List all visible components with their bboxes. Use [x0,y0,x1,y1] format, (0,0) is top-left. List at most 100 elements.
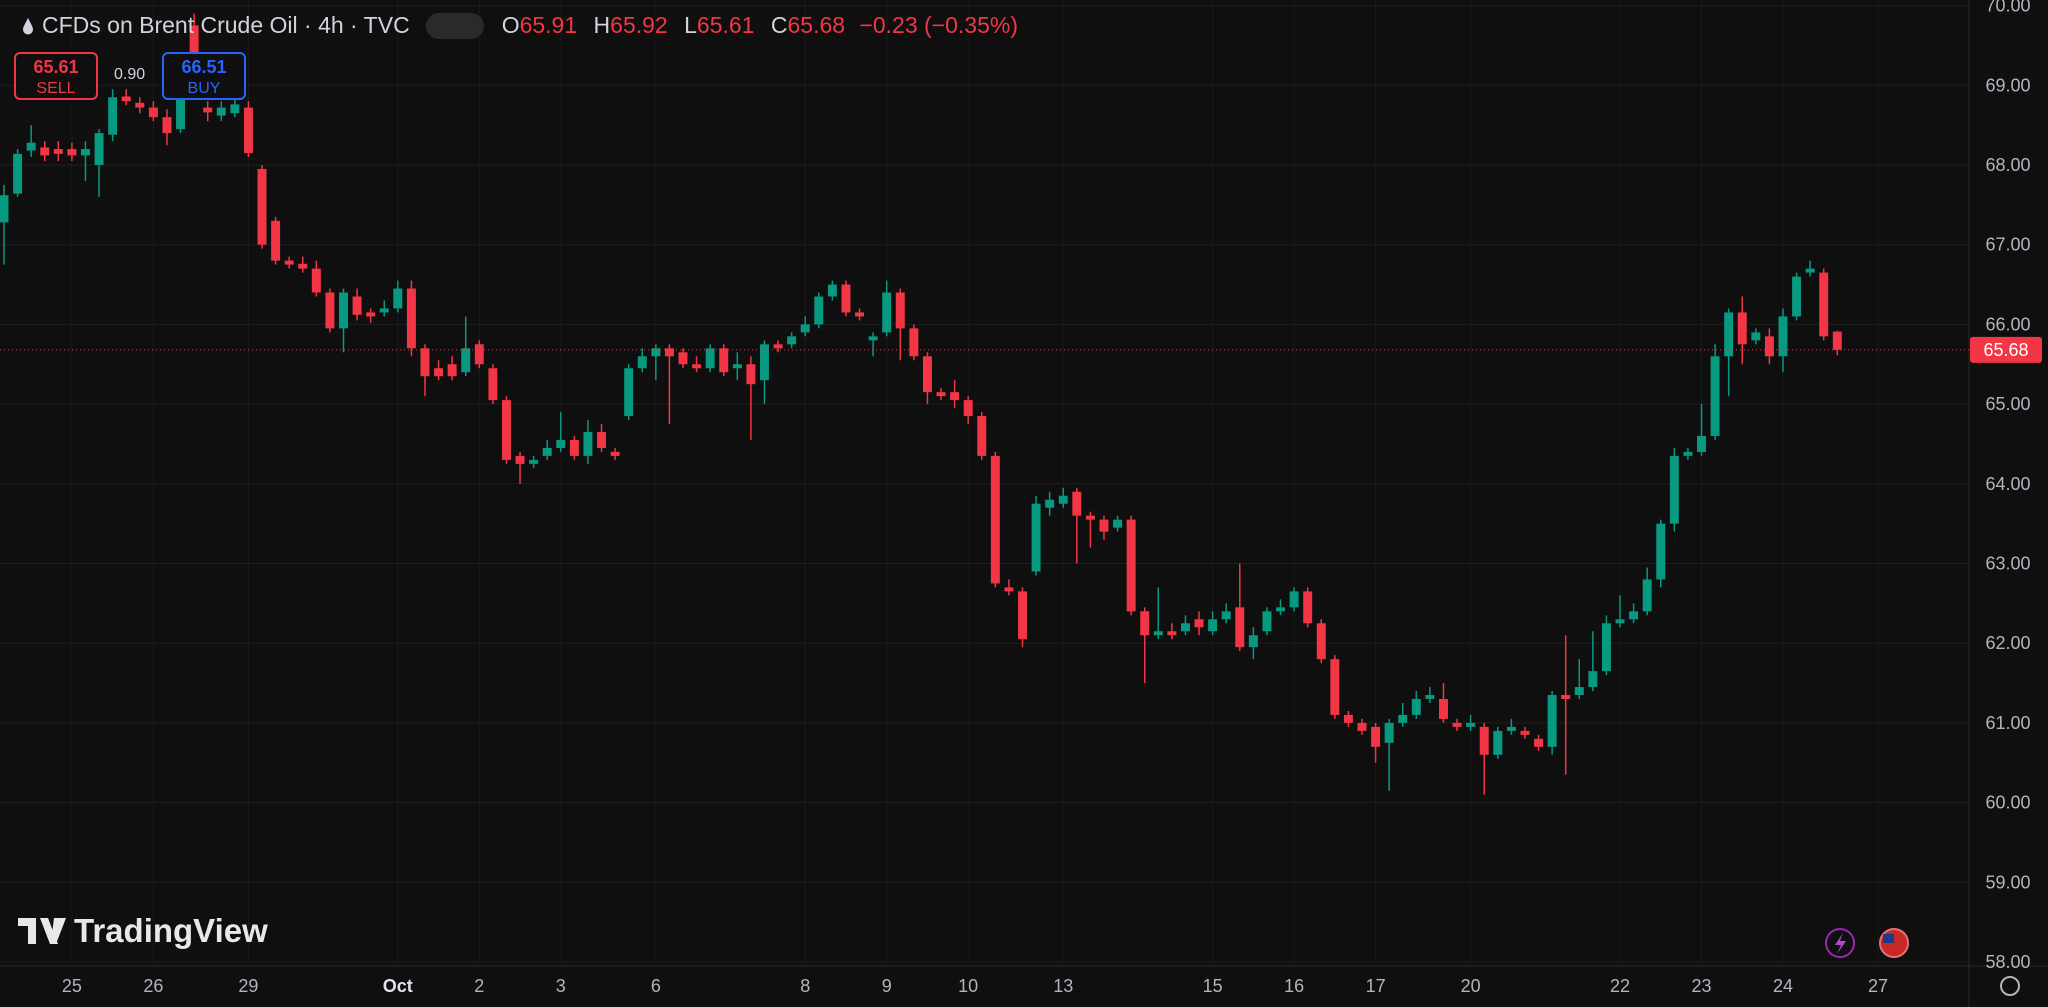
candle-body [1289,591,1299,608]
candle-body [1601,623,1611,672]
candle-body [1737,312,1747,345]
status-pill[interactable] [425,12,484,39]
sell-label: SELL [36,80,76,97]
brand-logo [18,918,66,944]
candle-body [1656,523,1666,580]
candle-body [1262,611,1272,632]
candle-body [189,25,199,70]
candle-body [1642,579,1652,612]
sell-button[interactable]: 65.61 SELL [14,52,98,100]
x-tick-label: 20 [1461,976,1481,996]
candle-body [366,312,376,317]
x-tick-label: 24 [1773,976,1793,996]
candle-body [1534,738,1544,747]
y-tick-label: 60.00 [1985,793,2030,813]
candle-body [1411,698,1421,715]
candle-body [1479,726,1489,755]
candle-body [732,364,742,369]
candle-body [26,142,36,151]
ohlc-value: 65.91 [519,12,578,38]
candle-body [1764,336,1774,357]
candle-body [0,195,9,223]
candle-body [542,447,552,456]
candle-body [1085,515,1095,520]
y-tick-label: 68.00 [1985,155,2030,175]
candle-body [529,459,539,464]
candle-body [203,107,213,113]
candle-body [1167,631,1177,636]
candle-body [1004,587,1014,592]
x-tick-label: 15 [1203,976,1223,996]
candle-body [1724,312,1734,357]
candle-body [1506,726,1516,731]
candle-body [746,364,756,385]
candle-body [1819,272,1829,337]
candle-body [243,107,253,154]
candle-body [1493,730,1503,755]
candle-body [814,296,824,325]
ohlc-label: C [770,12,788,38]
candle-body [664,348,674,357]
x-tick-label: 22 [1610,976,1630,996]
candle-body [610,451,620,456]
x-tick-label: 3 [556,976,566,996]
candle-body [1113,519,1123,528]
ohlc-value: 65.61 [696,12,755,38]
candle-body [1629,611,1639,620]
x-tick-label: 2 [474,976,484,996]
candle-body [1425,695,1435,699]
candle-body [1588,671,1598,688]
buy-price: 66.51 [181,57,227,77]
candle-body [1697,435,1706,452]
ohlc-label: H [593,12,611,38]
candle-body [868,336,878,341]
candle-body [1126,519,1136,612]
candle-body [950,392,960,401]
candle-body [651,348,661,357]
candle-body [1330,659,1340,715]
candle-body [1221,611,1231,620]
candle-body [1710,356,1720,436]
last-price-label: 65.68 [1983,340,2028,360]
candle-body [162,117,172,134]
x-tick-label: 17 [1366,976,1386,996]
candle-body [339,292,348,329]
candle-body [569,439,579,456]
candle-body [705,348,715,369]
candle-body [1371,726,1381,747]
candle-body [135,102,145,108]
candle-body [1792,276,1802,317]
candle-body [1683,451,1693,456]
candle-body [393,288,403,309]
candle-body [909,328,919,357]
candle-body [1058,495,1068,504]
y-tick-label: 66.00 [1985,314,2030,334]
candle-body [841,284,851,313]
candle-body [488,368,498,401]
last-price-box [1970,336,2042,363]
candle-body [1520,730,1530,735]
candle-body [1438,698,1448,719]
lightning-icon[interactable] [1825,928,1855,958]
candle-body [379,308,389,313]
candle-body [1751,332,1761,341]
candle-body [963,400,973,417]
x-tick-label: 10 [958,976,978,996]
candle-body [787,336,797,345]
x-tick-label: 26 [143,976,163,996]
settings-icon[interactable] [2000,976,2020,996]
candle-body [148,107,158,118]
candle-body [474,344,484,365]
status-icons [1825,928,2020,996]
buy-button[interactable]: 66.51 BUY [162,52,246,100]
candle-body [1574,687,1584,696]
candle-body [1357,722,1367,731]
symbol-icon [23,17,33,34]
candle-body [271,220,281,261]
grid [0,0,1969,966]
candle-body [1194,619,1204,628]
candle-body [501,400,511,460]
candle-body [461,348,471,373]
lightning-glyph [1835,933,1846,954]
candle-body [434,368,444,377]
